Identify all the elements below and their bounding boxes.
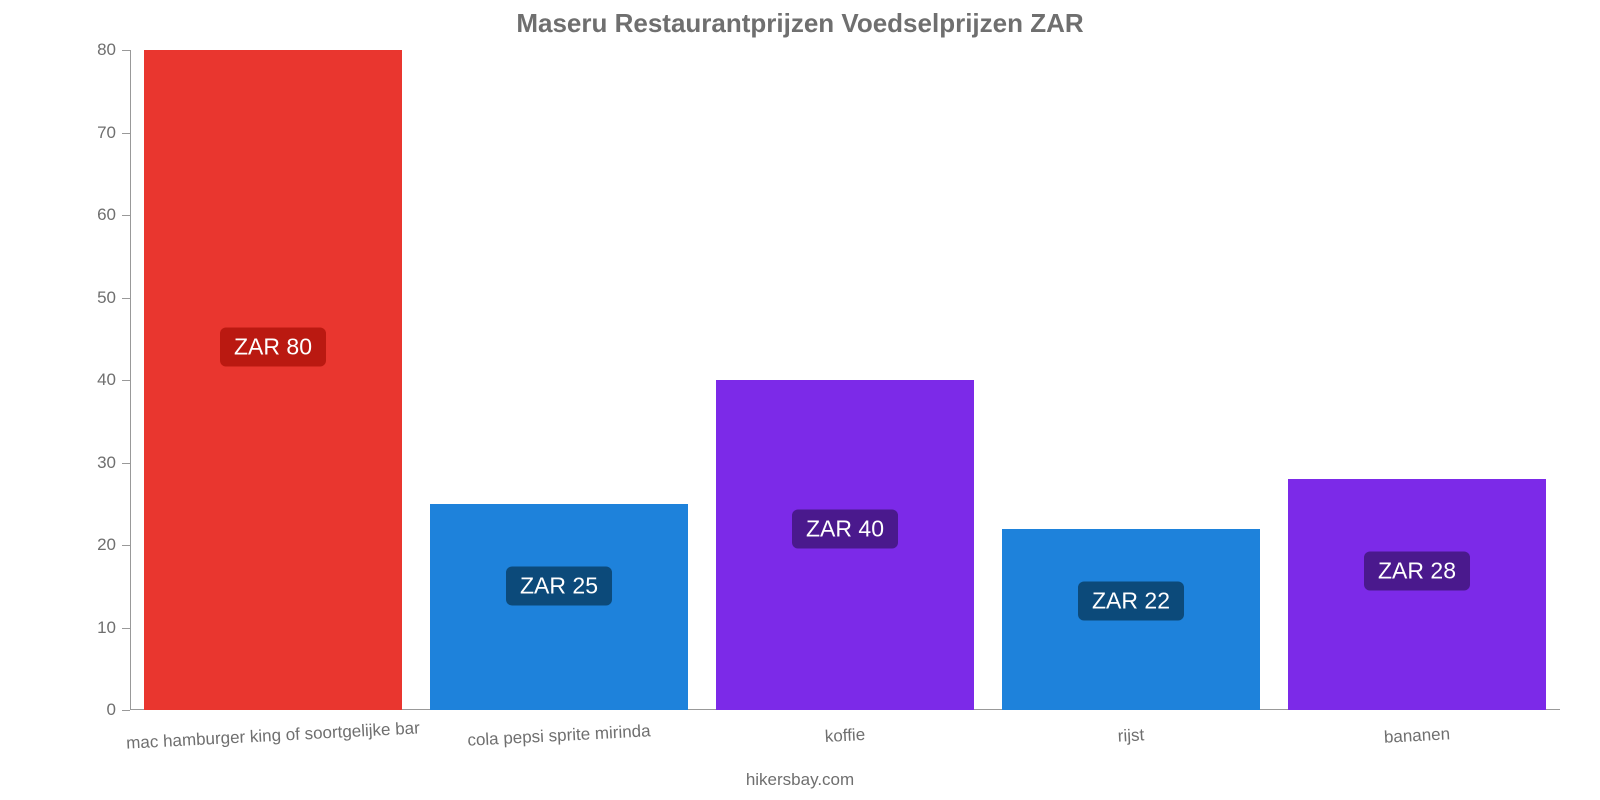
y-tick-mark: [122, 133, 130, 134]
y-tick-mark: [122, 628, 130, 629]
bar: [1288, 479, 1545, 710]
bars-container: ZAR 80 ZAR 25 ZAR 40 ZAR 22 ZAR 28: [130, 50, 1560, 710]
bar-value-badge: ZAR 25: [506, 567, 612, 606]
y-tick-mark: [122, 463, 130, 464]
y-tick-mark: [122, 380, 130, 381]
bar-value-badge: ZAR 40: [792, 509, 898, 548]
category-label: rijst: [1117, 725, 1144, 746]
plot-area: 01020304050607080 ZAR 80ZAR 25ZAR 40ZAR …: [130, 50, 1560, 710]
bar: [430, 504, 687, 710]
chart-title: Maseru Restaurantprijzen Voedselprijzen …: [0, 8, 1600, 39]
chart-footer: hikersbay.com: [0, 770, 1600, 790]
category-label: cola pepsi sprite mirinda: [467, 721, 651, 751]
category-label: mac hamburger king of soortgelijke bar: [126, 718, 421, 753]
bar-value-badge: ZAR 80: [220, 328, 326, 367]
bar: [144, 50, 401, 710]
y-tick-mark: [122, 215, 130, 216]
y-tick-mark: [122, 545, 130, 546]
y-tick-mark: [122, 710, 130, 711]
bar-value-badge: ZAR 28: [1364, 552, 1470, 591]
y-tick-mark: [122, 50, 130, 51]
category-label: bananen: [1383, 724, 1450, 747]
category-label: koffie: [824, 725, 865, 747]
bar-chart: Maseru Restaurantprijzen Voedselprijzen …: [0, 0, 1600, 800]
y-tick-mark: [122, 298, 130, 299]
bar-value-badge: ZAR 22: [1078, 582, 1184, 621]
